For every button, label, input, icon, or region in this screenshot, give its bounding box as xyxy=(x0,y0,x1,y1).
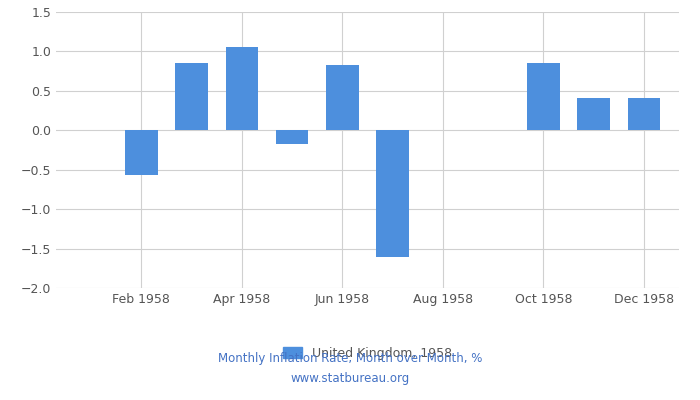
Text: www.statbureau.org: www.statbureau.org xyxy=(290,372,410,385)
Bar xyxy=(377,130,409,257)
Bar xyxy=(225,48,258,130)
Bar xyxy=(276,130,309,144)
Legend: United Kingdom, 1958: United Kingdom, 1958 xyxy=(278,342,457,364)
Bar xyxy=(175,63,208,130)
Bar xyxy=(527,63,560,130)
Bar xyxy=(627,98,660,130)
Bar xyxy=(125,130,158,175)
Text: Monthly Inflation Rate, Month over Month, %: Monthly Inflation Rate, Month over Month… xyxy=(218,352,482,365)
Bar xyxy=(326,65,358,130)
Bar xyxy=(578,98,610,130)
